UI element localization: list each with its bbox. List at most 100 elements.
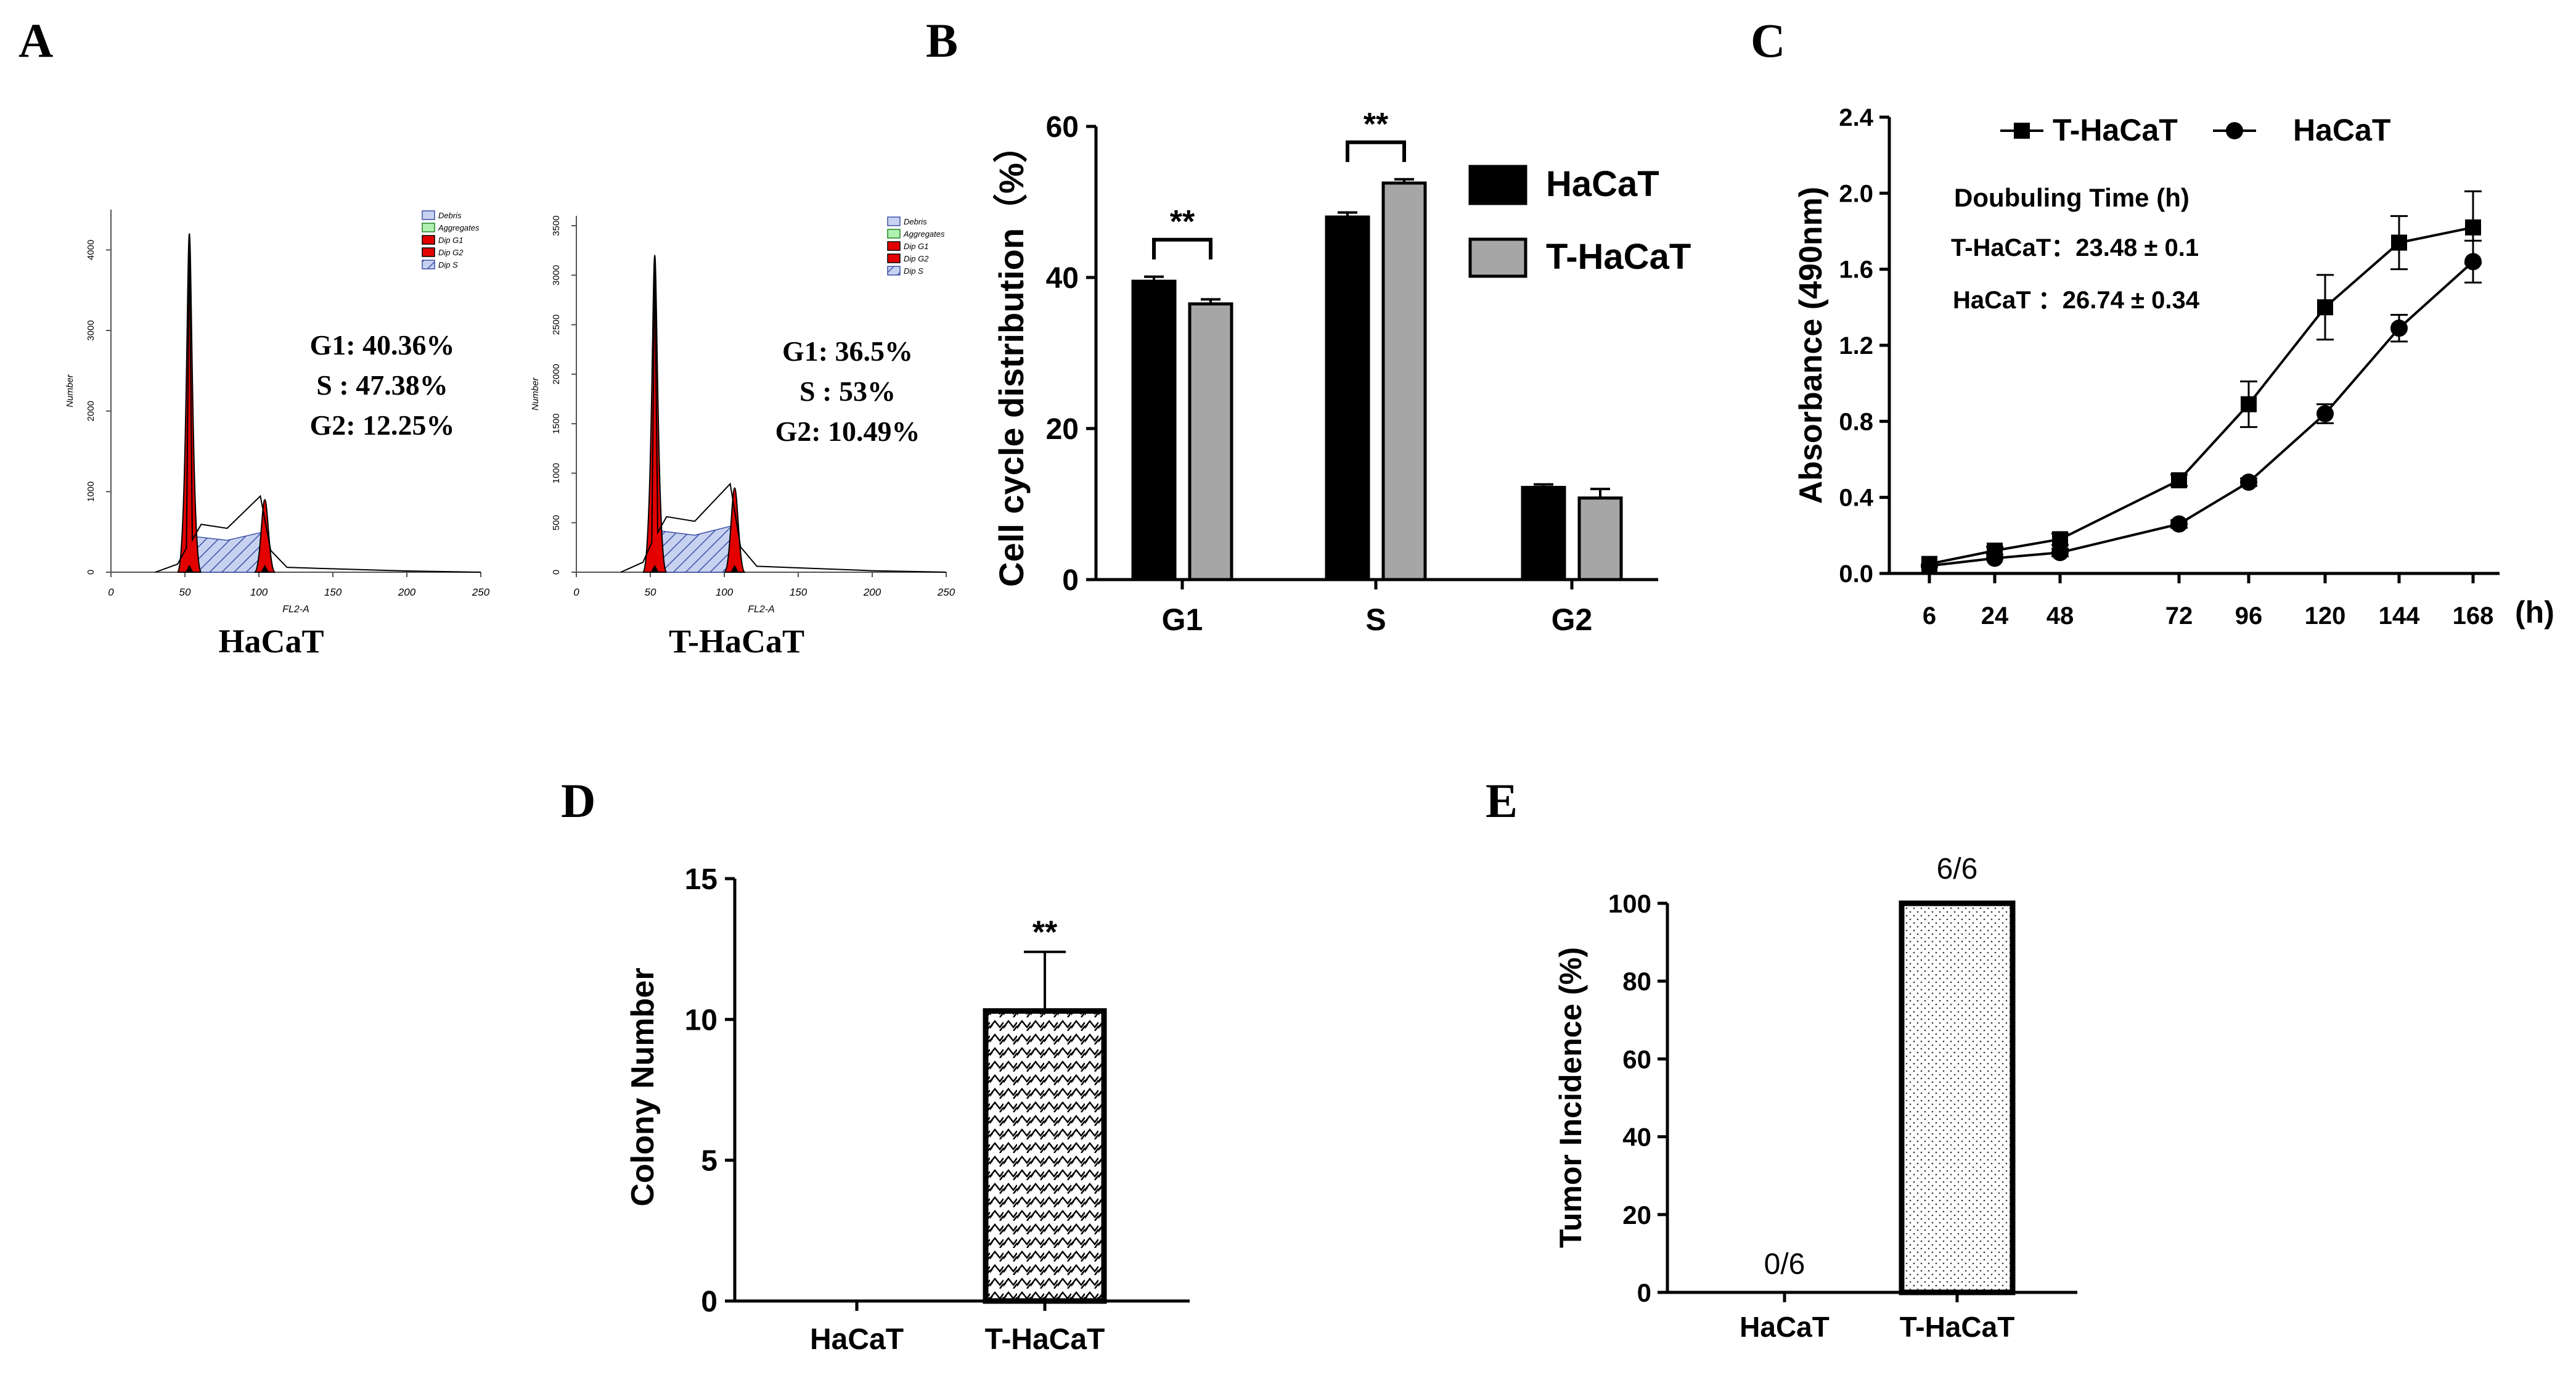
e-y-tick-label: 20 — [1622, 1201, 1651, 1229]
e-y-tick-label: 60 — [1622, 1045, 1651, 1073]
c-x-tick-label: 120 — [2305, 602, 2346, 630]
c-point-square — [2465, 219, 2481, 236]
b-legend-label: HaCaT — [1546, 164, 1659, 204]
c-point-circle — [2170, 515, 2188, 533]
a-histogram-trace — [620, 255, 947, 573]
c-point-circle — [2051, 544, 2069, 562]
a-legend-swatch — [887, 216, 901, 226]
a-peak-marker — [650, 565, 660, 573]
e-y-tick-label: 100 — [1608, 889, 1651, 918]
panel-c-growth-curve: Absorbance (490nm) (h) Doubuling Time (h… — [1793, 104, 2554, 630]
c-point-circle — [1986, 549, 2003, 567]
c-series-line — [1929, 260, 2474, 567]
a-y-tick-label: 3000 — [86, 320, 96, 340]
c-y-tick-label: 0.4 — [1839, 485, 1873, 512]
a-legend-swatch — [422, 235, 435, 245]
a-s-phase-region — [189, 532, 266, 573]
b-category-label: G2 — [1552, 602, 1593, 637]
b-y-tick-label: 0 — [1062, 564, 1079, 597]
e-data-label: 0/6 — [1764, 1248, 1805, 1281]
e-bar — [1899, 900, 2016, 1295]
a-legend-label: Dip G1 — [904, 242, 928, 251]
e-y-axis-label: Tumor Incidence (%) — [1553, 947, 1588, 1248]
a-x-tick-label: 100 — [250, 586, 268, 598]
a-legend-label: Debris — [438, 211, 462, 220]
panel-d-colony-bar-chart: Colony Number 0 5 10 15 HaCaT T-HaCaT ** — [625, 863, 1190, 1356]
a-y-tick-label: 4000 — [86, 240, 96, 260]
a-s-phase-region — [654, 525, 735, 573]
a-stat-line: G2: 10.49% — [775, 416, 920, 447]
b-significance-bracket — [1152, 237, 1212, 260]
a-y-tick-label: 3500 — [551, 215, 562, 236]
a-legend-swatch — [422, 210, 435, 220]
c-point-square — [2317, 299, 2333, 316]
a-legend-swatch — [422, 260, 435, 269]
e-y-tick-label: 40 — [1622, 1123, 1651, 1152]
b-significance-label: ** — [1364, 107, 1389, 142]
c-x-tick-label: 96 — [2235, 602, 2263, 630]
a-legend-swatch — [422, 247, 435, 257]
b-y-axis-label: Cell cycle distribution（%） — [992, 128, 1031, 587]
c-x-tick-label: 72 — [2165, 602, 2193, 630]
e-category-label: T-HaCaT — [1900, 1311, 2015, 1343]
c-legend-marker — [2226, 122, 2243, 139]
e-data-label: 6/6 — [1937, 853, 1978, 885]
panel-letter-c: C — [1751, 14, 1785, 67]
a-y-tick-label: 3000 — [551, 265, 562, 285]
c-legend-label: HaCaT — [2293, 113, 2390, 147]
panel-b-cell-cycle-bar-chart: Cell cycle distribution（%） 0 20 40 60 G1 S G2 *… — [992, 107, 1691, 637]
a-legend-label: Debris — [904, 217, 927, 226]
c-series-line — [1929, 226, 2474, 565]
a-y-tick-label: 0 — [551, 570, 562, 575]
c-annotation-title: Doubuling Time (h) — [1954, 183, 2190, 212]
a-stat-line: G2: 12.25% — [309, 409, 454, 441]
a-legend-label: Dip G2 — [904, 254, 929, 263]
a-legend-swatch — [887, 241, 901, 251]
c-y-tick-label: 1.2 — [1839, 332, 1873, 359]
a-legend-swatch — [422, 223, 435, 232]
b-legend-swatch — [1468, 165, 1527, 205]
panel-letter-b: B — [926, 14, 958, 67]
a-plot-label: HaCaT — [218, 623, 324, 660]
d-y-tick-label: 0 — [701, 1286, 718, 1318]
e-category-label: HaCaT — [1740, 1311, 1830, 1343]
a-x-tick-label: 0 — [108, 586, 114, 598]
a-x-tick-label: 200 — [863, 586, 881, 598]
a-legend-swatch — [887, 253, 901, 263]
d-y-tick-label: 10 — [685, 1004, 718, 1036]
c-y-axis-label: Absorbance (490nm) — [1793, 187, 1829, 504]
d-bar — [983, 1008, 1107, 1304]
c-point-circle — [2390, 319, 2408, 337]
a-legend-label: Aggregates — [438, 223, 480, 232]
c-point-circle — [2464, 253, 2482, 271]
a-y-axis-label: Number — [530, 377, 541, 410]
e-y-tick-label: 80 — [1622, 967, 1651, 996]
a-x-tick-label: 250 — [472, 586, 490, 598]
c-x-tick-label: 48 — [2046, 602, 2074, 630]
a-y-tick-label: 1000 — [551, 463, 562, 483]
a-stat-line: S : 53% — [799, 376, 896, 407]
a-x-axis-label: FL2-A — [748, 604, 775, 615]
b-bar — [1188, 302, 1233, 581]
c-legend-label: T-HaCaT — [2053, 113, 2178, 147]
a-stat-line: S : 47.38% — [316, 369, 448, 401]
a-legend-label: Dip G1 — [438, 236, 463, 245]
a-y-tick-label: 500 — [551, 515, 562, 530]
a-y-tick-label: 1000 — [86, 482, 96, 502]
a-plot-label: T-HaCaT — [669, 623, 804, 660]
a-peak-marker — [185, 565, 194, 573]
a-x-axis-label: FL2-A — [282, 604, 309, 615]
b-legend-swatch — [1468, 237, 1527, 278]
a-peak-marker — [730, 565, 739, 573]
c-x-tick-label: 24 — [1981, 602, 2009, 630]
a-x-tick-label: 0 — [573, 586, 579, 598]
a-legend-swatch — [887, 229, 901, 239]
a-y-tick-label: 0 — [86, 570, 96, 575]
a-g2-peak — [724, 487, 746, 573]
d-significance-label: ** — [1032, 915, 1058, 951]
panel-letter-d: D — [561, 774, 595, 827]
c-point-circle — [2240, 474, 2257, 491]
c-point-square — [2391, 234, 2407, 251]
